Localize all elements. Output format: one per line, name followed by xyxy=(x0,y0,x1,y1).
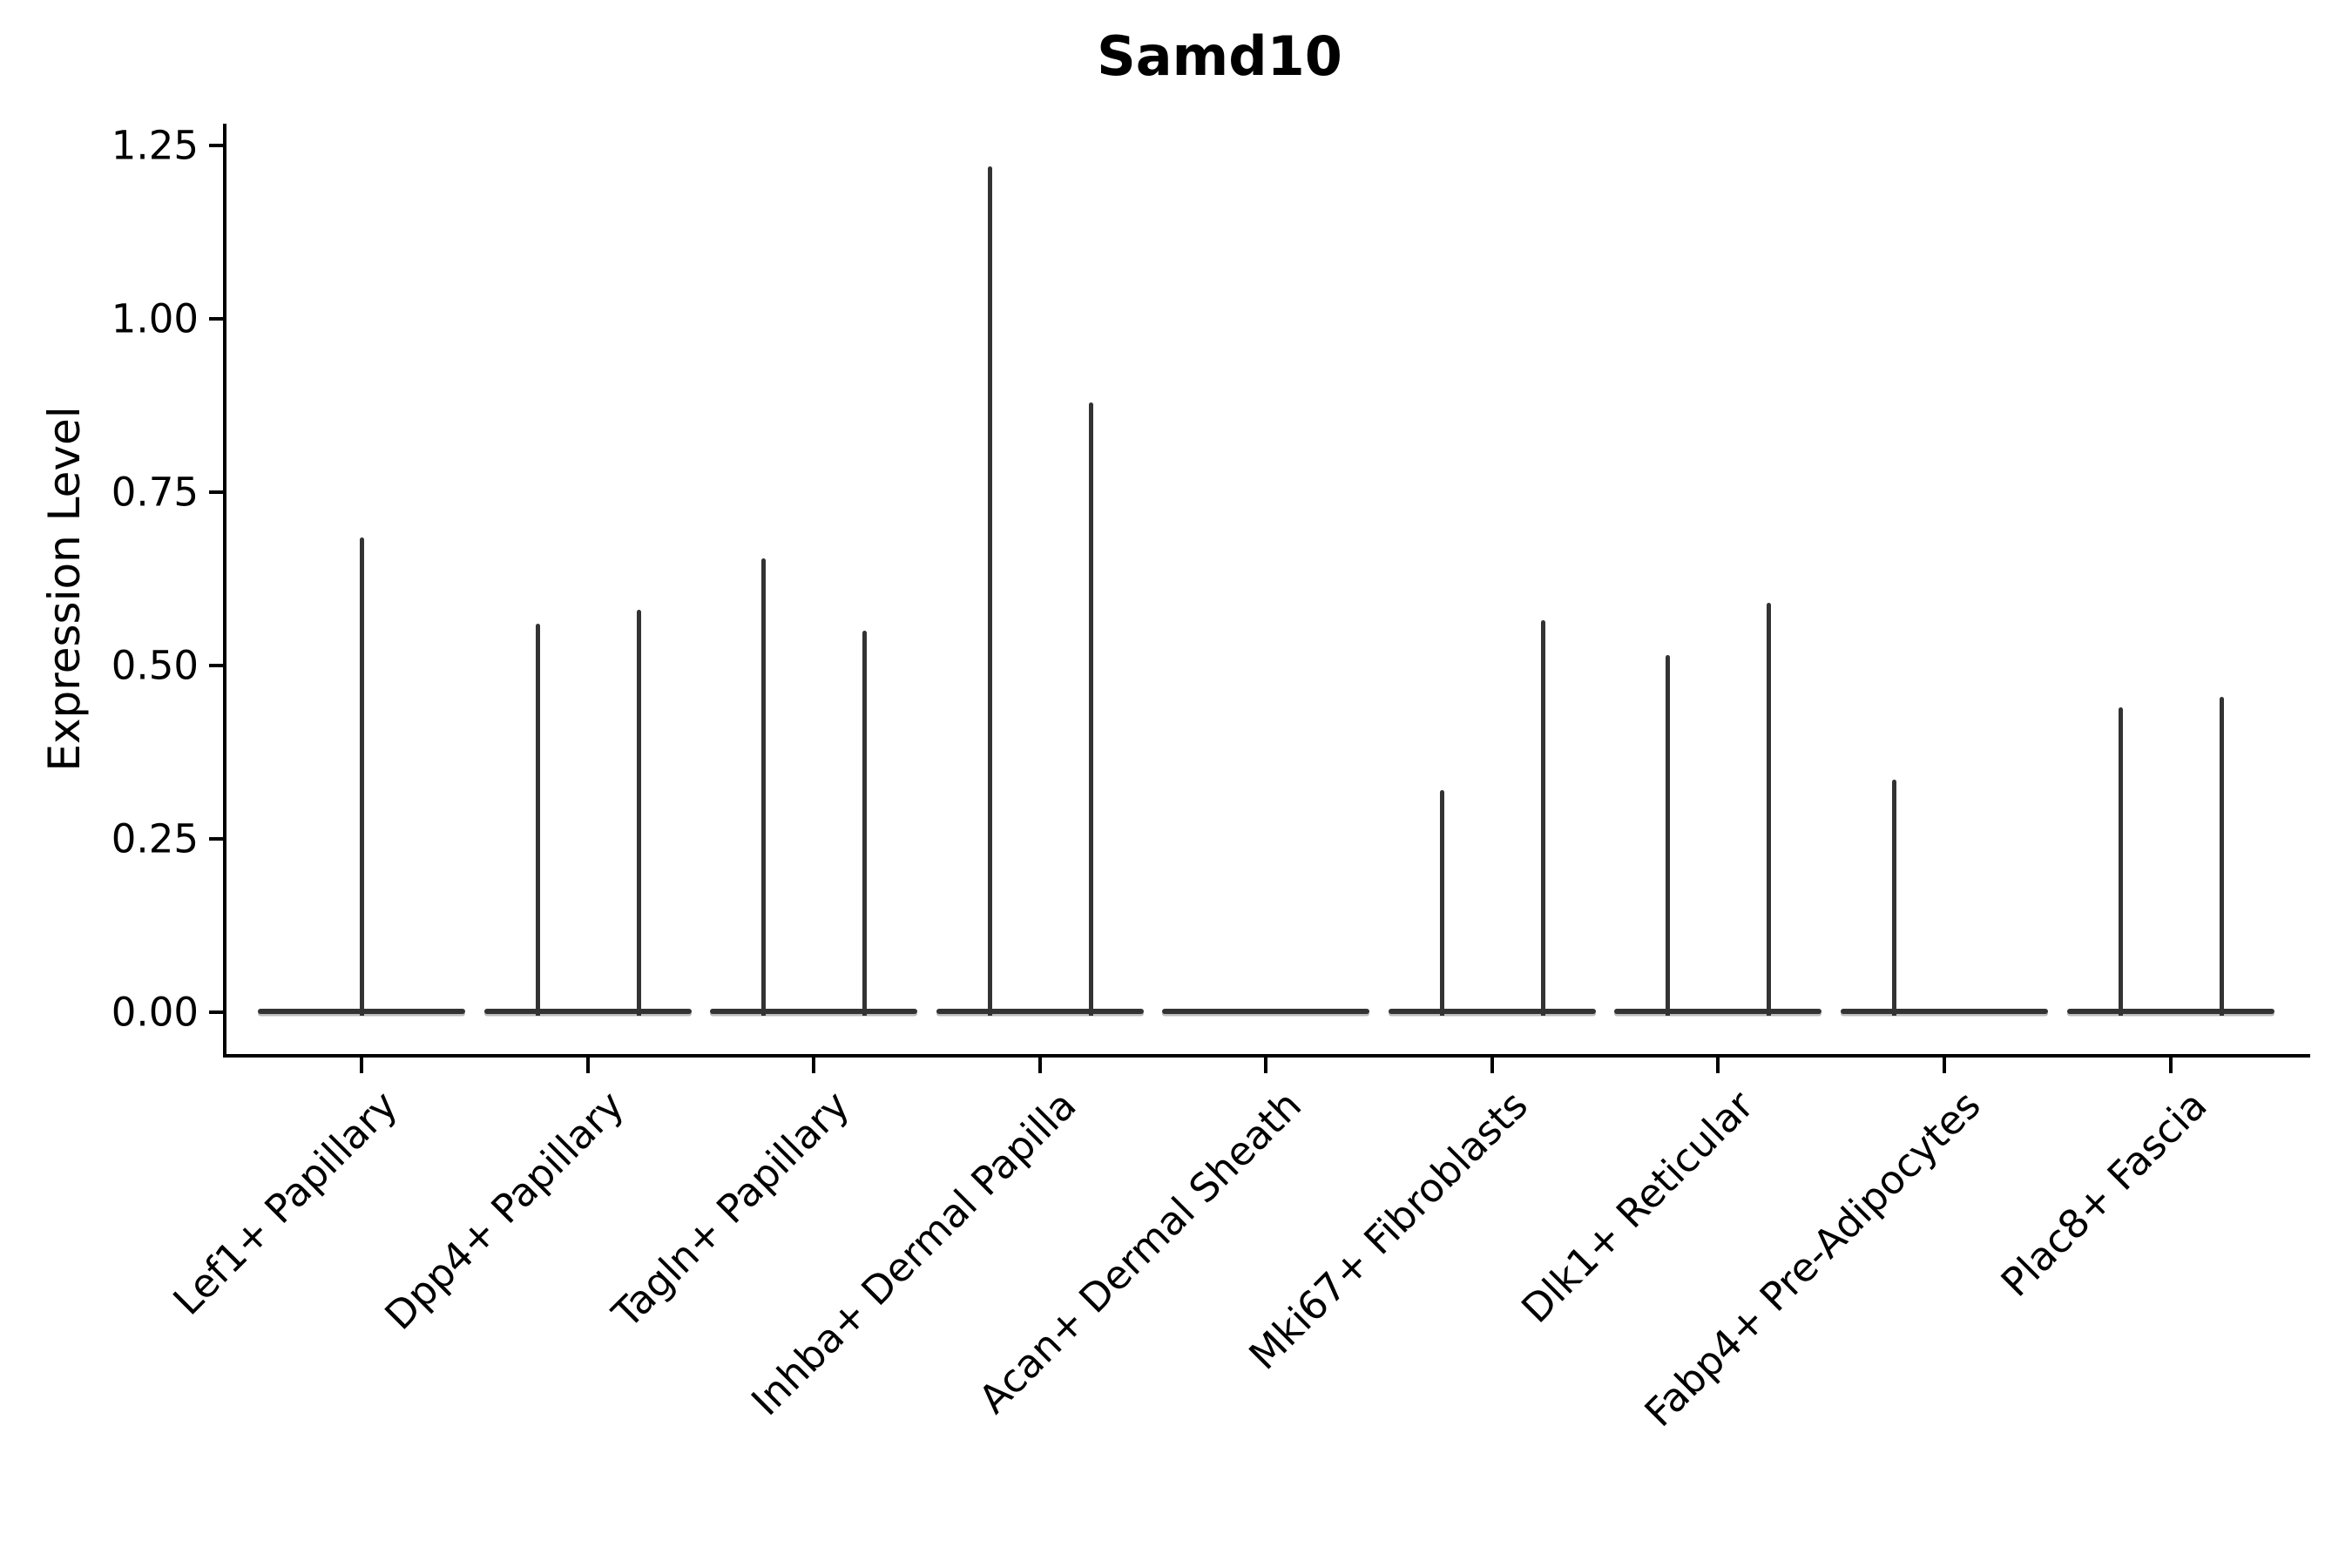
y-axis-tick xyxy=(209,490,225,494)
y-axis-label: Expression Level xyxy=(39,406,90,772)
chart-title: Samd10 xyxy=(1097,24,1342,88)
violin-spike xyxy=(987,166,992,1016)
violin-spike xyxy=(1891,780,1896,1016)
x-axis-tick xyxy=(586,1056,590,1073)
y-tick-label: 0.00 xyxy=(111,989,199,1036)
x-tick-label: Dlk1+ Reticular xyxy=(1512,1082,1763,1332)
x-axis-tick xyxy=(1264,1056,1267,1073)
violin-baseline xyxy=(2067,1009,2274,1014)
y-axis-tick xyxy=(209,144,225,147)
y-tick-label: 0.25 xyxy=(111,815,199,862)
violin-spike xyxy=(1439,790,1444,1016)
violin-spike xyxy=(1540,620,1545,1016)
violin-baseline xyxy=(484,1009,692,1014)
violin-baseline xyxy=(936,1009,1144,1014)
y-axis-tick xyxy=(209,317,225,321)
y-tick-label: 0.50 xyxy=(111,642,199,689)
violin-spike xyxy=(862,631,867,1016)
violin-baseline xyxy=(1389,1009,1596,1014)
y-tick-label: 1.25 xyxy=(111,122,199,169)
violin-spike xyxy=(636,610,641,1016)
violin-baseline xyxy=(1162,1009,1369,1014)
violin-spike xyxy=(535,624,540,1016)
violin-spike xyxy=(1088,402,1093,1016)
x-tick-label: Lef1+ Papillary xyxy=(164,1082,407,1324)
violin-spike xyxy=(359,537,364,1016)
y-tick-label: 0.75 xyxy=(111,469,199,516)
x-axis-tick xyxy=(812,1056,815,1073)
violin-spike xyxy=(2219,696,2224,1016)
x-tick-label: Dpp4+ Papillary xyxy=(375,1082,633,1339)
violin-spike xyxy=(1665,655,1670,1016)
violin-spike xyxy=(760,558,766,1016)
x-tick-label: Tagln+ Papillary xyxy=(603,1082,859,1337)
x-axis-tick xyxy=(2169,1056,2173,1073)
violin-baseline xyxy=(710,1009,917,1014)
y-axis-tick xyxy=(209,1010,225,1014)
x-tick-label: Plac8+ Fascia xyxy=(1991,1082,2216,1306)
y-axis-tick xyxy=(209,664,225,667)
y-axis-spine xyxy=(223,124,226,1058)
violin-baseline xyxy=(1614,1009,1821,1014)
x-axis-tick xyxy=(1716,1056,1720,1073)
y-axis-tick xyxy=(209,837,225,841)
x-axis-tick xyxy=(1490,1056,1494,1073)
violin-spike xyxy=(1766,603,1771,1016)
y-tick-label: 1.00 xyxy=(111,295,199,342)
x-axis-tick xyxy=(1943,1056,1946,1073)
violin-spike xyxy=(2118,706,2123,1016)
x-axis-tick xyxy=(1038,1056,1042,1073)
violin-baseline xyxy=(1841,1009,2048,1014)
x-axis-tick xyxy=(360,1056,363,1073)
